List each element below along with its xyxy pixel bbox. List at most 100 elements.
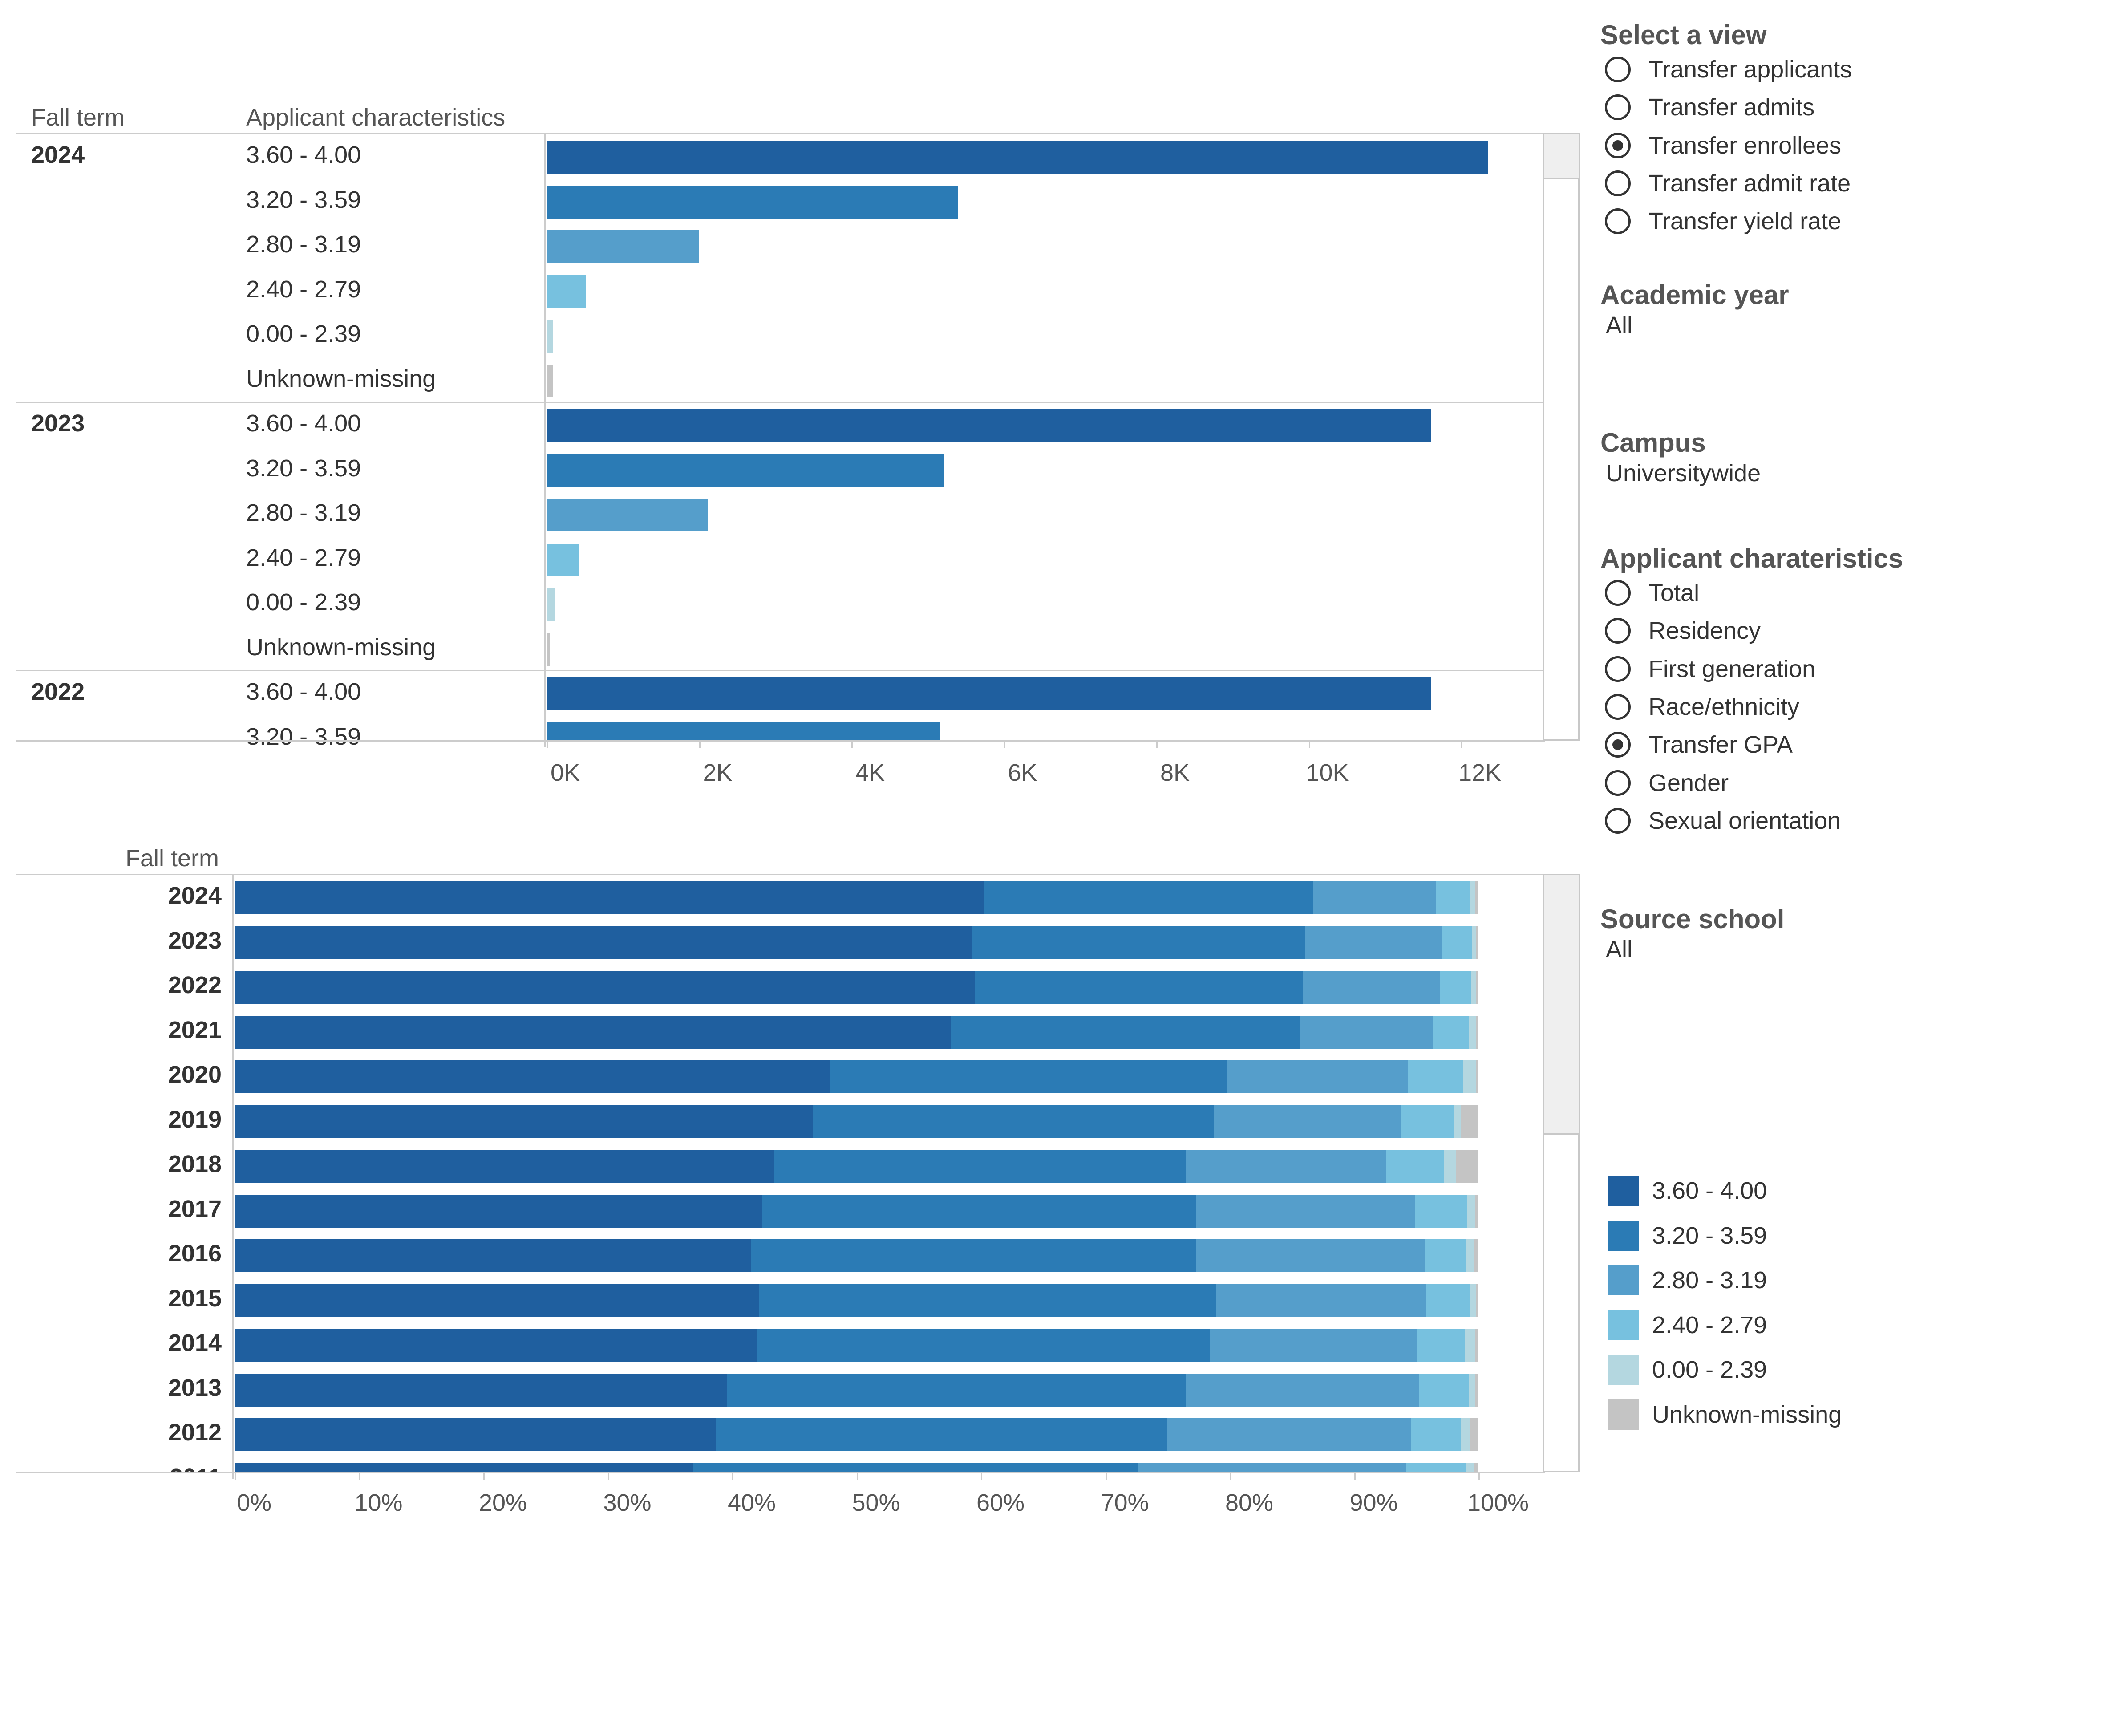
stacked-segment[interactable] — [1476, 971, 1478, 1004]
top-scrollbar-thumb[interactable] — [1543, 133, 1580, 179]
stacked-segment[interactable] — [1196, 1239, 1425, 1272]
stacked-segment[interactable] — [1426, 1284, 1470, 1317]
bottom-scrollbar[interactable] — [1543, 874, 1580, 1472]
legend-item[interactable]: 0.00 - 2.39 — [1608, 1352, 1767, 1387]
bar[interactable] — [547, 588, 555, 621]
bar[interactable] — [547, 677, 1431, 710]
stacked-segment[interactable] — [1411, 1418, 1461, 1451]
stacked-segment[interactable] — [1216, 1284, 1426, 1317]
stacked-segment[interactable] — [1196, 1194, 1415, 1228]
stacked-segment[interactable] — [1466, 1239, 1474, 1272]
stacked-segment[interactable] — [1476, 926, 1478, 959]
stacked-segment[interactable] — [774, 1150, 1187, 1183]
stacked-segment[interactable] — [727, 1373, 1187, 1407]
stacked-segment[interactable] — [1436, 881, 1470, 914]
stacked-segment[interactable] — [750, 1239, 1196, 1272]
stacked-segment[interactable] — [1432, 1015, 1469, 1049]
stacked-segment[interactable] — [1463, 1060, 1476, 1093]
academic-year-value[interactable]: All — [1606, 312, 1633, 339]
legend-item[interactable]: 3.20 - 3.59 — [1608, 1218, 1767, 1253]
stacked-segment[interactable] — [1417, 1329, 1465, 1362]
legend-item[interactable]: Unknown-missing — [1608, 1397, 1842, 1432]
stacked-segment[interactable] — [1303, 971, 1440, 1004]
stacked-segment[interactable] — [235, 881, 985, 914]
radio-empty-icon[interactable] — [1605, 208, 1631, 235]
stacked-segment[interactable] — [759, 1284, 1216, 1317]
stacked-segment[interactable] — [1476, 1015, 1478, 1049]
stacked-segment[interactable] — [1467, 1194, 1475, 1228]
stacked-segment[interactable] — [1474, 1373, 1478, 1407]
stacked-segment[interactable] — [1186, 1373, 1419, 1407]
stacked-segment[interactable] — [1454, 1105, 1461, 1138]
stacked-segment[interactable] — [830, 1060, 1227, 1093]
stacked-segment[interactable] — [1476, 1284, 1478, 1317]
radio-empty-icon[interactable] — [1605, 770, 1631, 796]
stacked-segment[interactable] — [1470, 1284, 1476, 1317]
radio-empty-icon[interactable] — [1605, 807, 1631, 834]
radio-empty-icon[interactable] — [1605, 57, 1631, 82]
source-school-value[interactable]: All — [1606, 936, 1633, 963]
stacked-segment[interactable] — [235, 1373, 727, 1407]
stacked-segment[interactable] — [235, 1060, 830, 1093]
bar[interactable] — [547, 230, 699, 263]
radio-empty-icon[interactable] — [1605, 618, 1631, 644]
stacked-segment[interactable] — [1386, 1150, 1444, 1183]
bar[interactable] — [547, 722, 940, 740]
stacked-segment[interactable] — [235, 1150, 775, 1183]
radio-empty-icon[interactable] — [1605, 656, 1631, 682]
radio-selected-icon[interactable] — [1605, 732, 1631, 758]
stacked-segment[interactable] — [984, 881, 1313, 914]
stacked-segment[interactable] — [1186, 1150, 1387, 1183]
stacked-segment[interactable] — [235, 1194, 762, 1228]
stacked-segment[interactable] — [1440, 971, 1471, 1004]
stacked-segment[interactable] — [1418, 1373, 1469, 1407]
stacked-segment[interactable] — [1471, 971, 1476, 1004]
campus-value[interactable]: Universitywide — [1606, 460, 1761, 487]
stacked-segment[interactable] — [1468, 1373, 1475, 1407]
legend-item[interactable]: 3.60 - 4.00 — [1608, 1173, 1767, 1209]
stacked-segment[interactable] — [1167, 1418, 1412, 1451]
radio-option[interactable]: Total — [1605, 575, 1699, 611]
stacked-segment[interactable] — [951, 1015, 1301, 1049]
stacked-segment[interactable] — [1415, 1194, 1467, 1228]
stacked-segment[interactable] — [1227, 1060, 1408, 1093]
radio-option[interactable]: Transfer yield rate — [1605, 203, 1841, 239]
legend-item[interactable]: 2.80 - 3.19 — [1608, 1262, 1767, 1298]
radio-option[interactable]: Transfer admits — [1605, 89, 1814, 125]
radio-empty-icon[interactable] — [1605, 580, 1631, 606]
bar[interactable] — [547, 633, 550, 666]
bar[interactable] — [547, 499, 709, 531]
stacked-segment[interactable] — [1442, 926, 1473, 959]
radio-selected-icon[interactable] — [1605, 132, 1631, 158]
stacked-segment[interactable] — [1474, 1194, 1478, 1228]
stacked-segment[interactable] — [716, 1418, 1168, 1451]
stacked-segment[interactable] — [1407, 1060, 1464, 1093]
stacked-segment[interactable] — [235, 926, 972, 959]
stacked-segment[interactable] — [1472, 926, 1476, 959]
stacked-segment[interactable] — [972, 926, 1306, 959]
stacked-segment[interactable] — [235, 1239, 751, 1272]
bar[interactable] — [547, 185, 958, 219]
stacked-segment[interactable] — [1465, 1329, 1475, 1362]
stacked-segment[interactable] — [1461, 1418, 1470, 1451]
stacked-segment[interactable] — [693, 1463, 1138, 1472]
bar[interactable] — [547, 543, 579, 576]
radio-empty-icon[interactable] — [1605, 94, 1631, 121]
stacked-segment[interactable] — [1305, 926, 1442, 959]
radio-empty-icon[interactable] — [1605, 170, 1631, 196]
bar[interactable] — [547, 275, 587, 308]
stacked-segment[interactable] — [1406, 1463, 1466, 1472]
stacked-segment[interactable] — [1300, 1015, 1433, 1049]
radio-option[interactable]: Gender — [1605, 765, 1729, 801]
stacked-segment[interactable] — [235, 1463, 694, 1472]
radio-option[interactable]: Transfer enrollees — [1605, 128, 1841, 163]
stacked-segment[interactable] — [235, 1418, 716, 1451]
bottom-scrollbar-thumb[interactable] — [1543, 874, 1580, 1135]
stacked-segment[interactable] — [1456, 1150, 1478, 1183]
radio-option[interactable]: Transfer applicants — [1605, 52, 1852, 87]
radio-option[interactable]: Sexual orientation — [1605, 803, 1841, 839]
radio-empty-icon[interactable] — [1605, 694, 1631, 720]
stacked-segment[interactable] — [1313, 881, 1436, 914]
legend-item[interactable]: 2.40 - 2.79 — [1608, 1307, 1767, 1343]
stacked-segment[interactable] — [235, 1284, 760, 1317]
